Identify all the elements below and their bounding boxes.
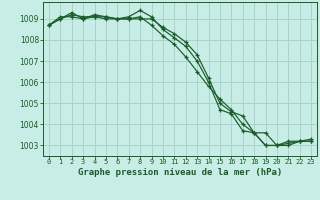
X-axis label: Graphe pression niveau de la mer (hPa): Graphe pression niveau de la mer (hPa)	[78, 168, 282, 177]
